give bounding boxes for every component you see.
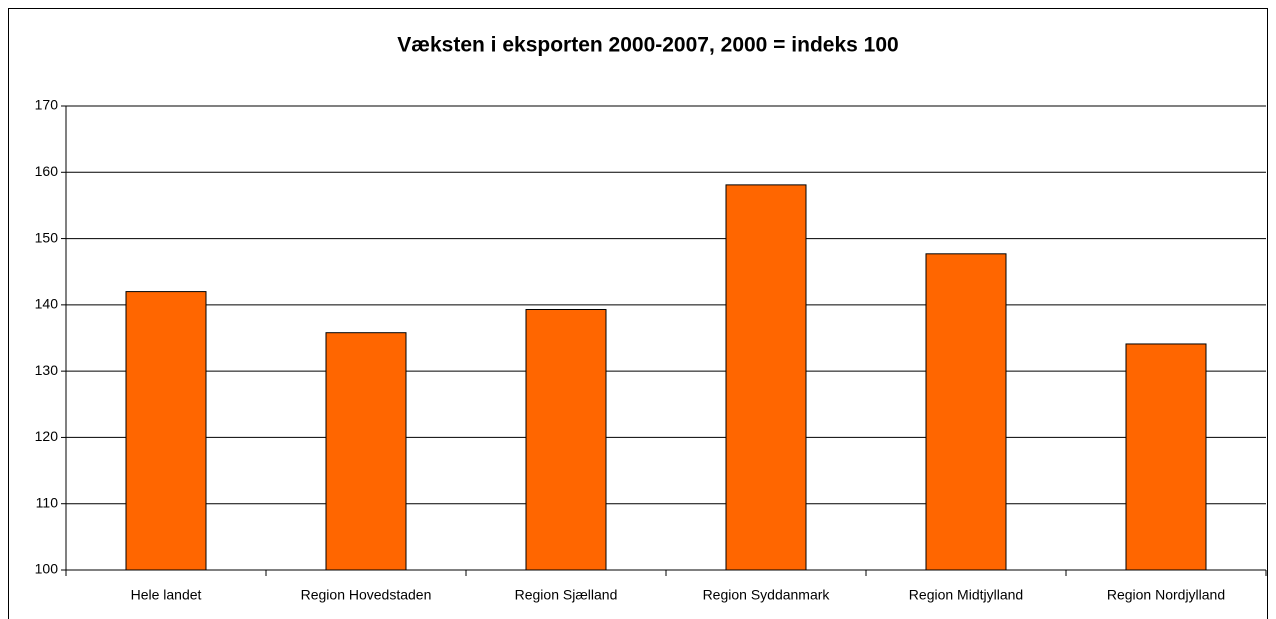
chart-frame (8, 8, 1268, 619)
bar (1125, 343, 1207, 571)
y-tick-label: 100 (35, 561, 59, 577)
x-tick-label: Region Syddanmark (703, 587, 831, 603)
y-tick-label: 140 (35, 296, 59, 312)
y-tick-label: 160 (35, 163, 59, 179)
bar (125, 291, 207, 571)
y-tick-label: 120 (35, 428, 59, 444)
x-tick-label: Hele landet (131, 587, 202, 603)
y-tick-label: 110 (36, 494, 59, 510)
bar (525, 308, 607, 571)
y-tick-label: 130 (35, 362, 59, 378)
x-tick-label: Region Midtjylland (909, 587, 1023, 603)
x-tick-label: Region Nordjylland (1107, 587, 1225, 603)
bar (325, 332, 407, 571)
y-tick-label: 170 (35, 97, 59, 113)
bar (725, 184, 807, 571)
x-tick-label: Region Hovedstaden (301, 587, 432, 603)
x-tick-label: Region Sjælland (515, 587, 618, 603)
y-tick-label: 150 (35, 229, 59, 245)
bar (925, 253, 1007, 571)
chart-title: Væksten i eksporten 2000-2007, 2000 = in… (397, 34, 898, 57)
